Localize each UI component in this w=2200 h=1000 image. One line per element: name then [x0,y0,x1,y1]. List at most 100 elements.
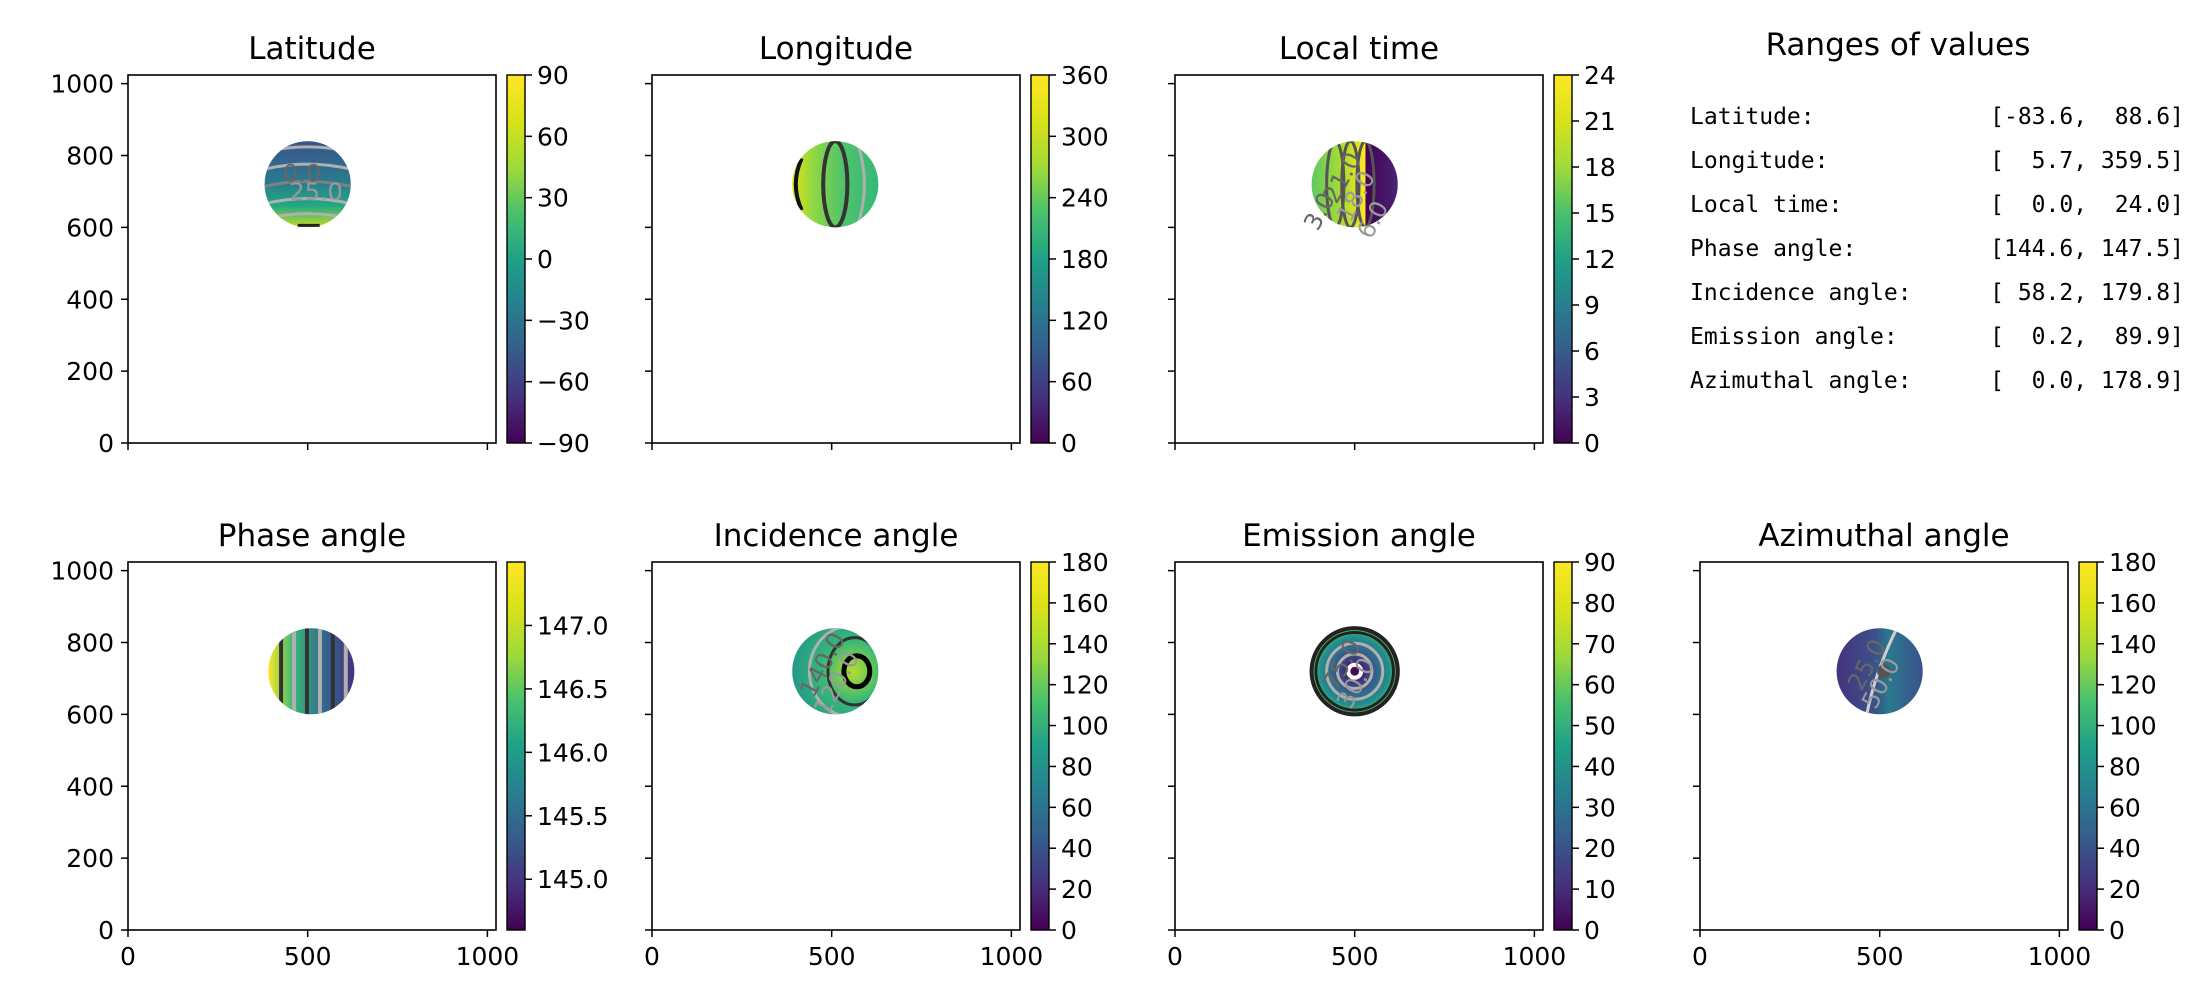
contour-line [264,179,351,188]
y-tick-label: 800 [66,142,114,171]
colorbar-gradient [1553,74,1573,444]
contour-line [793,157,804,211]
colorbar-gradient [506,74,526,444]
colorbar-tick-label: 145.0 [537,865,609,894]
range-value: [ 58.2, 179.8] [1990,280,2184,306]
colorbar-tick-label: 360 [1061,61,1109,90]
panel-title: Azimuthal angle [1758,518,2009,554]
plot-area [792,141,879,228]
colorbar-tick-label: 100 [1061,712,1109,741]
colorbar-tick-label: 80 [1584,589,1616,618]
axes-frame [1174,74,1544,444]
range-value: [144.6, 147.5] [1990,236,2184,262]
panel-local-time: Local time 21.018.03.0 6.0 0 3 6 9 12 15 18 21 24 [1168,31,1616,458]
colorbar-tick-label: 30 [1584,793,1616,822]
ranges-list: Latitude: [-83.6, 88.6] Longitude: [ 5.7, 3… [1690,104,2184,394]
colorbar-tick-label: 0 [2109,916,2125,945]
x-tick-label: 500 [808,942,856,971]
colorbar-tick-label: −60 [537,368,590,397]
colorbar-tick-label: 0 [537,245,553,274]
range-label: Local time: [1690,192,1842,218]
colorbar: 145.0 145.5 146.0 146.5 147.0 [506,561,609,931]
range-label: Longitude: [1690,148,1828,174]
panel-title: Incidence angle [714,518,959,554]
range-value: [ 0.0, 24.0] [1990,192,2184,218]
colorbar-tick-label: 147.0 [537,611,609,640]
colorbar-tick-label: 180 [1061,548,1109,577]
contour-line [1346,662,1364,680]
disk-image [792,141,879,228]
axes-frame [127,74,497,444]
range-label: Azimuthal angle: [1690,368,1912,394]
colorbar-tick-label: 0 [1061,916,1077,945]
colorbar-tick-label: 90 [537,61,569,90]
colorbar-gradient [1030,561,1050,931]
colorbar-gradient [2078,561,2098,931]
contour-line [1340,141,1361,228]
colorbar-tick-label: 90 [1584,548,1616,577]
contour-blob [1877,664,1891,679]
ranges-title: Ranges of values [1766,27,2031,63]
contour-line [264,197,351,206]
colorbar-tick-label: 160 [1061,589,1109,618]
panel-azimuthal-angle: Azimuthal angle 25.050.0 0 500 1000 0 20 40 60 80… [1692,518,2157,971]
y-tick-label: 400 [66,285,114,314]
contour-line [826,636,879,707]
contour-line [821,141,850,228]
colorbar-tick-label: 80 [1061,752,1093,781]
axes-frame [1699,561,2069,931]
colorbar-tick-label: −30 [537,306,590,335]
colorbar: 0 3 6 9 12 15 18 21 24 [1553,61,1616,458]
panel-emission-angle: Emission angle 75.030.0 0 500 1000 0 10 20 30 40 5… [1167,518,1616,971]
y-tick-label: 0 [98,916,114,945]
colorbar-tick-label: −90 [537,429,590,458]
colorbar-tick-label: 20 [1584,834,1616,863]
y-tick-label: 800 [66,629,114,658]
colorbar-tick-label: 60 [537,122,569,151]
panels: Latitude0.025.002004006008001000−90−60−3… [50,31,2156,971]
colorbar-tick-label: 12 [1584,245,1616,274]
colorbar-tick-label: 160 [2109,589,2157,618]
colorbar-tick-label: 60 [1061,793,1093,822]
panel-title: Phase angle [218,518,406,554]
colorbar: 0 20 40 60 80 100 120 140 160 180 [1030,548,1109,945]
colorbar-gradient [506,561,526,931]
colorbar-tick-label: 120 [2109,671,2157,700]
axes-frame [651,74,1021,444]
contour-label: 0.0 [283,159,321,187]
colorbar-tick-label: 120 [1061,671,1109,700]
x-tick-label: 500 [284,942,332,971]
panel-longitude: Longitude 0 60 120 180 240 300 360 [645,31,1109,458]
colorbar-tick-label: 120 [1061,306,1109,335]
colorbar-tick-label: 18 [1584,153,1616,182]
contour-line [807,628,879,715]
x-tick-label: 1000 [2028,942,2092,971]
contour-line [841,653,873,690]
ranges-panel: Ranges of values Latitude: [-83.6, 88.6]L… [1690,27,2184,394]
contour-line [1335,652,1374,690]
colorbar-tick-label: 40 [1584,752,1616,781]
disk-limb [1309,626,1400,717]
disk-image [1311,628,1398,715]
axes-frame [1174,561,1544,931]
colorbar-tick-label: 9 [1584,291,1600,320]
plot-area [268,628,355,715]
range-value: [ 0.2, 89.9] [1990,324,2184,350]
x-tick-label: 1000 [456,942,520,971]
disk-image [264,141,351,228]
contour-line [1314,630,1395,712]
colorbar-tick-label: 60 [2109,793,2141,822]
x-tick-label: 0 [120,942,136,971]
colorbar-tick-label: 15 [1584,199,1616,228]
colorbar-tick-label: 50 [1584,712,1616,741]
disk-image [792,628,879,715]
panel-phase-angle: Phase angle 0 500 1000 0 200 400 600 800 1000 145.… [50,518,608,971]
colorbar-tick-label: 0 [1584,916,1600,945]
colorbar-tick-label: 300 [1061,122,1109,151]
y-tick-label: 200 [66,357,114,386]
disk-image [1836,628,1923,715]
range-value: [ 5.7, 359.5] [1990,148,2184,174]
colorbar-tick-label: 145.5 [537,802,609,831]
